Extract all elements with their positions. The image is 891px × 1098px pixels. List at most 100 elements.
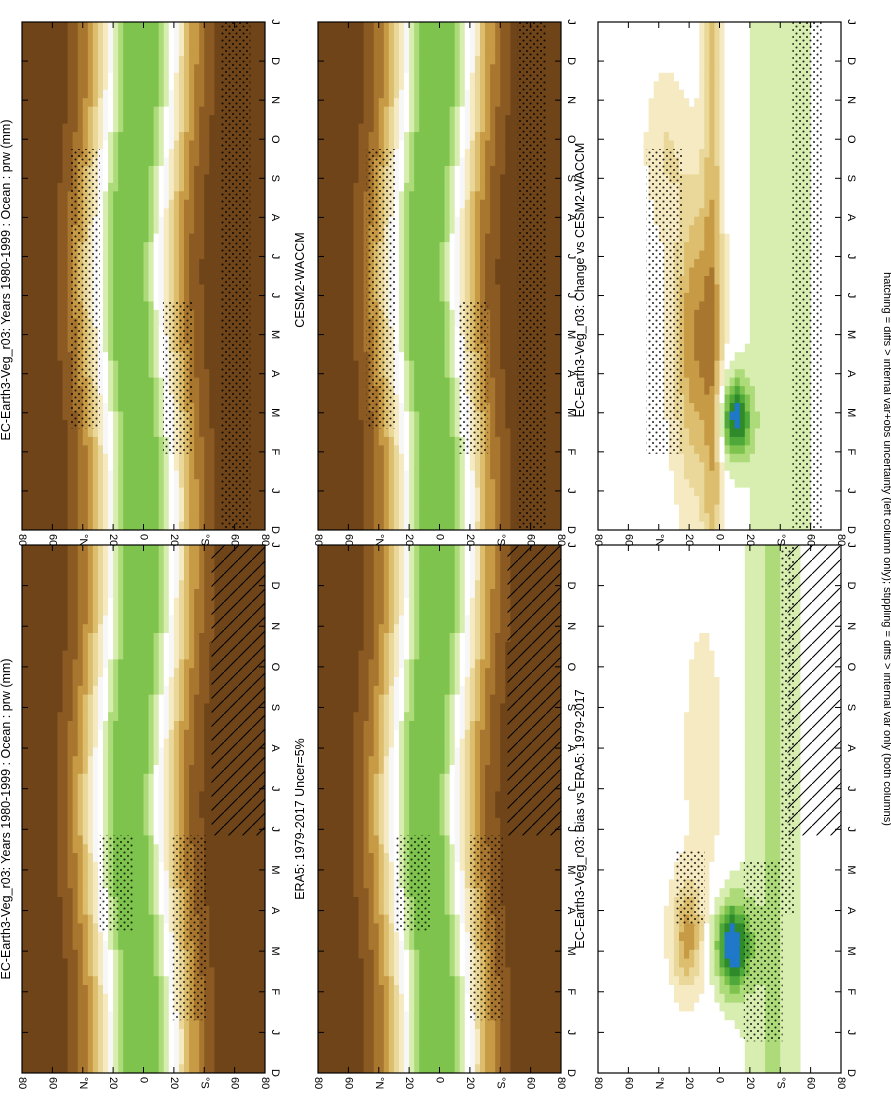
- heat-cell: [37, 606, 43, 616]
- heat-cell: [27, 89, 33, 99]
- heat-cell: [184, 721, 190, 731]
- heat-cell: [47, 897, 53, 907]
- heat-cell: [123, 1029, 129, 1039]
- heat-cell: [143, 369, 150, 379]
- heat-cell: [123, 756, 129, 766]
- heat-cell: [163, 923, 170, 933]
- heat-cell: [27, 967, 33, 977]
- heat-cell: [199, 738, 205, 748]
- heat-cell: [67, 64, 74, 74]
- heat-cell: [22, 115, 28, 125]
- heat-cell: [97, 765, 104, 775]
- heat-cell: [199, 817, 205, 828]
- heat-cell: [82, 38, 89, 48]
- heat-cell: [47, 360, 53, 370]
- heat-cell: [209, 897, 215, 907]
- heat-cell: [158, 729, 165, 740]
- heat-cell: [178, 208, 185, 218]
- heat-cell: [219, 1029, 226, 1039]
- heat-cell: [52, 335, 59, 345]
- heat-cell: [133, 615, 140, 625]
- heat-cell: [239, 1037, 246, 1048]
- heat-cell: [148, 861, 155, 872]
- heat-cell: [244, 861, 251, 872]
- heat-cell: [103, 615, 109, 625]
- heat-cell: [32, 747, 38, 757]
- heat-cell: [168, 888, 175, 898]
- heat-cell: [214, 1046, 221, 1056]
- heat-cell: [108, 89, 114, 99]
- heat-cell: [67, 55, 74, 65]
- heat-cell: [37, 633, 43, 643]
- heat-cell: [62, 72, 69, 82]
- heat-cell: [82, 729, 89, 740]
- heat-cell: [194, 721, 200, 731]
- heat-cell: [163, 624, 170, 634]
- heat-cell: [97, 782, 104, 792]
- heat-cell: [67, 668, 74, 678]
- heat-cell: [138, 729, 145, 740]
- heat-cell: [67, 479, 74, 489]
- heat-cell: [62, 199, 69, 209]
- heat-cell: [168, 208, 175, 218]
- heat-cell: [103, 208, 109, 218]
- heat-cell: [52, 225, 59, 235]
- heat-cell: [42, 470, 48, 480]
- heat-cell: [113, 650, 119, 660]
- heat-cell: [138, 615, 145, 625]
- heat-cell: [103, 800, 109, 810]
- heat-cell: [47, 411, 53, 421]
- heat-cell: [178, 284, 185, 294]
- heat-cell: [47, 747, 53, 757]
- heat-cell: [133, 394, 140, 404]
- heat-cell: [67, 694, 74, 704]
- heat-cell: [118, 571, 124, 581]
- heat-cell: [118, 89, 124, 99]
- heat-cell: [103, 496, 109, 506]
- heat-cell: [62, 225, 69, 235]
- heat-cell: [239, 1046, 246, 1056]
- heat-cell: [239, 985, 246, 995]
- heat-cell: [62, 343, 69, 353]
- heat-cell: [138, 765, 145, 775]
- heat-cell: [158, 597, 165, 608]
- heat-cell: [234, 844, 241, 854]
- heat-cell: [123, 30, 129, 40]
- heat-cell: [204, 888, 210, 898]
- heat-cell: [97, 335, 104, 345]
- heat-cell: [168, 712, 175, 722]
- heat-cell: [148, 284, 155, 294]
- heat-cell: [244, 897, 251, 907]
- heat-cell: [82, 888, 89, 898]
- heat-cell: [72, 1020, 79, 1030]
- heat-cell: [209, 1011, 215, 1021]
- heat-cell: [37, 1064, 43, 1073]
- heat-cell: [163, 64, 170, 74]
- heat-cell: [244, 914, 251, 924]
- heat-cell: [22, 879, 28, 889]
- heat-cell: [67, 208, 74, 218]
- heat-cell: [184, 729, 190, 740]
- heat-cell: [209, 993, 215, 1004]
- heat-cell: [153, 394, 160, 404]
- heat-cell: [173, 1037, 180, 1048]
- heat-cell: [184, 462, 190, 472]
- heat-cell: [153, 115, 160, 125]
- heat-cell: [224, 1020, 231, 1030]
- heat-cell: [57, 853, 64, 863]
- heat-cell: [27, 411, 33, 421]
- heat-cell: [87, 817, 94, 828]
- heat-cell: [123, 140, 129, 150]
- heat-cell: [138, 721, 145, 731]
- heat-cell: [27, 703, 33, 713]
- heat-cell: [37, 216, 43, 226]
- heat-cell: [57, 462, 64, 472]
- heat-cell: [199, 773, 205, 784]
- heat-cell: [72, 504, 79, 514]
- heat-cell: [92, 853, 99, 863]
- heat-cell: [168, 905, 175, 916]
- heat-cell: [184, 800, 190, 810]
- heat-cell: [82, 470, 89, 480]
- heat-cell: [57, 633, 64, 643]
- heat-cell: [62, 89, 69, 99]
